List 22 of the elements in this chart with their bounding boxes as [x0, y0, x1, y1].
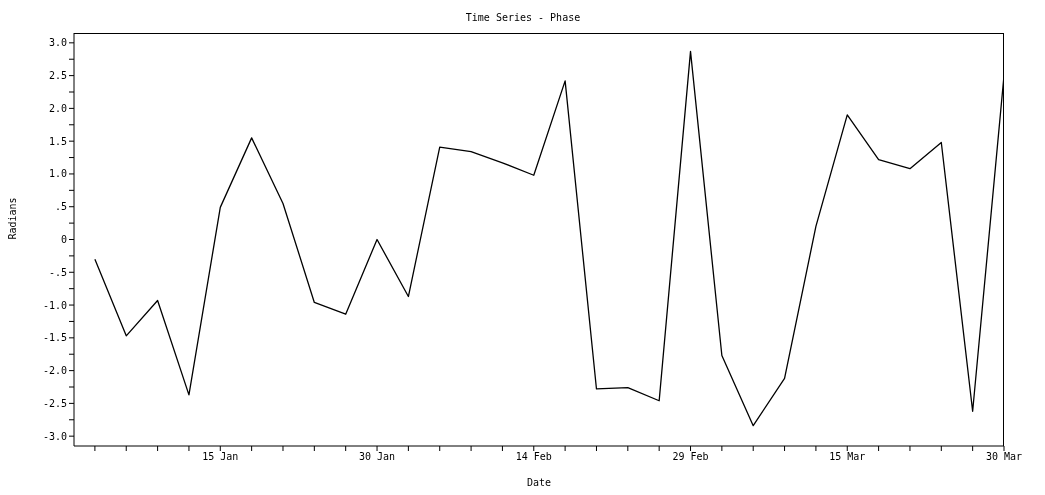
y-tick-label: 2.5: [48, 70, 67, 82]
y-tick-label: 2.0: [48, 102, 67, 114]
y-tick-label: -2.0: [42, 365, 67, 377]
y-tick-label: 3.0: [48, 37, 67, 49]
x-tick-label: 30 Mar: [985, 451, 1023, 463]
y-tick-label: .5: [54, 201, 67, 213]
y-tick-label: -1.5: [42, 332, 67, 344]
y-tick-label: -1.0: [42, 299, 67, 311]
y-tick-label: 1.5: [48, 135, 67, 147]
chart-title: Time Series - Phase: [464, 12, 582, 23]
x-tick-label: 15 Mar: [829, 451, 866, 463]
x-axis-title: Date: [526, 477, 552, 488]
y-tick-label: 1.0: [48, 168, 67, 180]
x-tick-label: 15 Jan: [202, 451, 239, 463]
y-tick-label: 0: [60, 234, 67, 246]
y-axis-title: Radians: [6, 197, 18, 240]
x-tick-label: 30 Jan: [358, 451, 396, 463]
x-tick-label: 29 Feb: [672, 451, 709, 463]
x-tick-label: 14 Feb: [515, 451, 552, 463]
y-tick-label: -3.0: [42, 430, 67, 442]
y-tick-label: -.5: [48, 266, 67, 278]
y-tick-label: -2.5: [42, 397, 67, 409]
